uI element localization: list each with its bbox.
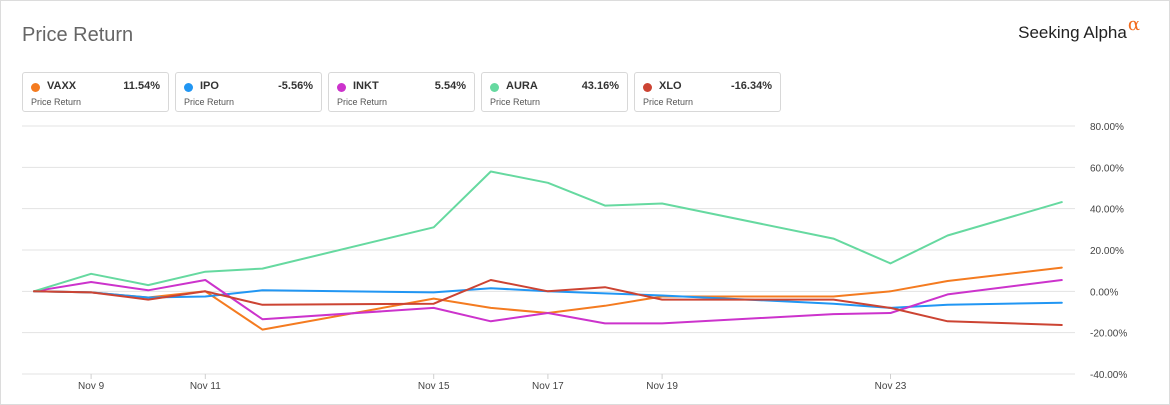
x-tick-label: Nov 11	[190, 381, 221, 392]
legend-value: -5.56%	[278, 80, 313, 92]
legend-item-aura[interactable]: AURA 43.16% Price Return	[481, 72, 628, 112]
x-tick-label: Nov 19	[646, 381, 678, 392]
x-tick-label: Nov 23	[875, 381, 907, 392]
legend-label: Price Return	[490, 97, 541, 107]
legend-symbol: INKT	[353, 80, 379, 92]
legend-label: Price Return	[643, 97, 694, 107]
legend-item-vaxx[interactable]: VAXX 11.54% Price Return	[22, 72, 169, 112]
brand-logo[interactable]: Seeking Alphaα	[1018, 14, 1140, 43]
legend-dot-icon	[337, 83, 346, 92]
legend-value: 11.54%	[123, 80, 160, 92]
legend-dot-icon	[184, 83, 193, 92]
y-tick-label: 60.00%	[1090, 163, 1124, 174]
series-line-inkt	[33, 279, 1063, 325]
legend-symbol: AURA	[506, 80, 538, 92]
series-line-aura	[33, 170, 1063, 293]
legend-item-ipo[interactable]: IPO -5.56% Price Return	[175, 72, 322, 112]
legend-dot-icon	[490, 83, 499, 92]
x-tick-label: Nov 15	[418, 381, 450, 392]
y-tick-label: 80.00%	[1090, 122, 1124, 133]
brand-name: Seeking Alpha	[1018, 23, 1127, 42]
legend-label: Price Return	[184, 97, 235, 107]
page-title: Price Return	[22, 24, 134, 46]
series-line-xlo	[33, 279, 1063, 326]
legend-symbol: VAXX	[47, 80, 77, 92]
legend-item-xlo[interactable]: XLO -16.34% Price Return	[634, 72, 781, 112]
alpha-icon: α	[1127, 14, 1140, 35]
x-tick-label: Nov 9	[78, 381, 105, 392]
y-tick-label: 0.00%	[1090, 287, 1118, 298]
x-tick-label: Nov 17	[532, 381, 564, 392]
legend-dot-icon	[31, 83, 40, 92]
y-tick-label: 20.00%	[1090, 246, 1124, 257]
y-tick-label: -40.00%	[1090, 370, 1127, 381]
legend-dot-icon	[643, 83, 652, 92]
legend-symbol: XLO	[659, 80, 682, 92]
legend-item-inkt[interactable]: INKT 5.54% Price Return	[328, 72, 475, 112]
legend-value: 43.16%	[581, 80, 619, 92]
series-line-vaxx	[33, 266, 1063, 331]
legend-label: Price Return	[31, 97, 82, 107]
legend-value: -16.34%	[731, 80, 772, 92]
legend-label: Price Return	[337, 97, 388, 107]
legend-value: 5.54%	[434, 80, 466, 92]
legend-symbol: IPO	[200, 80, 219, 92]
y-tick-label: 40.00%	[1090, 205, 1124, 216]
y-tick-label: -20.00%	[1090, 329, 1127, 340]
